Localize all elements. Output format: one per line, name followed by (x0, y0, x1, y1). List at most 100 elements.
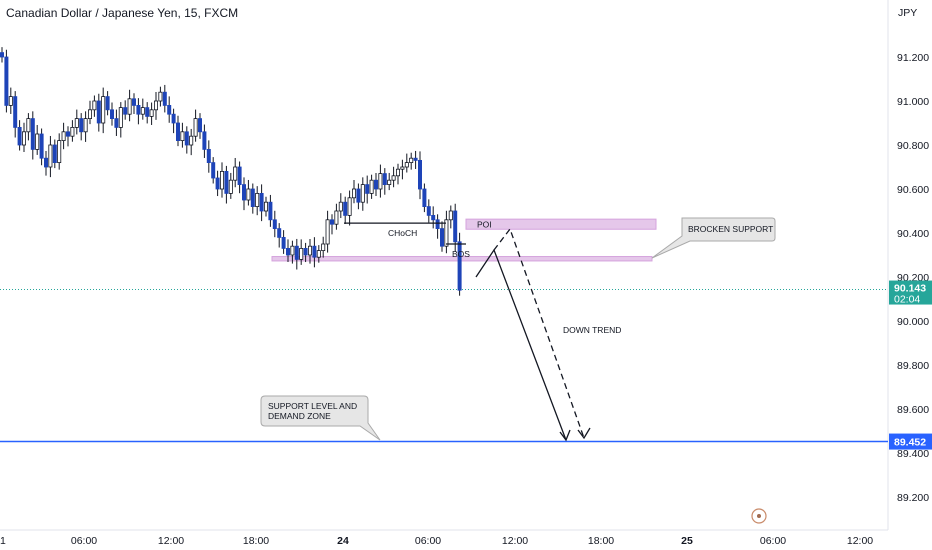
time-tick-label: 24 (337, 535, 349, 547)
candle-body (351, 188, 356, 199)
candle (400, 159, 405, 180)
last-price-countdown: 02:04 (894, 294, 920, 306)
candle (180, 122, 185, 148)
candle-body (356, 188, 361, 203)
candle-body (453, 210, 458, 243)
currency-label: JPY (898, 7, 917, 19)
candle (193, 109, 198, 142)
candle-body (329, 219, 334, 225)
candle-body (202, 131, 207, 150)
candle-body (140, 107, 145, 115)
candle-body (312, 245, 317, 258)
candle (307, 238, 312, 264)
candle (351, 179, 356, 204)
time-tick-label: 06:00 (760, 535, 786, 547)
candle (167, 96, 172, 123)
candle (13, 91, 18, 138)
candle (259, 184, 264, 222)
candle (118, 102, 123, 138)
candle-body (35, 133, 40, 150)
candle-body (285, 247, 290, 256)
candle (224, 165, 229, 204)
candle-body (61, 131, 66, 142)
candle-body (422, 188, 427, 208)
candle (184, 126, 189, 154)
candle-body (400, 166, 405, 170)
support-label-line1: SUPPORT LEVEL AND (268, 401, 357, 411)
candle-body (224, 170, 229, 194)
candle-body (263, 201, 268, 212)
candle-body (431, 214, 436, 221)
last-price-badge (889, 280, 932, 305)
candle (149, 102, 154, 125)
zones (0, 218, 888, 443)
candle (35, 124, 40, 155)
time-tick-label: 12:00 (158, 535, 184, 547)
choch-label: CHoCH (388, 228, 417, 238)
broken-support-callout (651, 217, 776, 259)
candle-body (48, 144, 53, 168)
candle (422, 183, 427, 213)
candle (369, 174, 374, 199)
candle (110, 102, 115, 126)
time-axis[interactable]: 1 06:00 12:00 18:00 24 06:00 12:00 18:00 25 06:00… (0, 535, 873, 547)
candle (83, 111, 88, 142)
candle (343, 196, 348, 224)
candle-body (127, 98, 132, 115)
down-trend-label: DOWN TREND (563, 325, 621, 335)
candle (448, 205, 453, 229)
candle-body (26, 118, 31, 133)
price-tick-label: 89.200 (897, 492, 929, 504)
candle (153, 91, 158, 120)
support-callout (260, 395, 381, 441)
candle-body (44, 157, 49, 168)
candle (92, 95, 97, 117)
candle (387, 172, 392, 191)
candle-body (149, 109, 154, 117)
candle (334, 203, 339, 230)
candle-body (237, 166, 242, 186)
candle (123, 100, 128, 120)
candle-body (387, 179, 392, 185)
candle (21, 122, 26, 153)
candle-body (57, 140, 62, 164)
time-tick-label: 12:00 (847, 535, 873, 547)
candle-body (219, 170, 224, 190)
candle (312, 237, 317, 268)
candle-body (382, 173, 387, 186)
candle-body (123, 107, 128, 115)
candle-body (180, 131, 185, 142)
candle (360, 177, 365, 211)
candle (356, 183, 361, 210)
candle-body (184, 131, 189, 146)
candle (382, 168, 387, 195)
candle-body (435, 219, 440, 230)
candle-body (171, 113, 176, 124)
candle-body (21, 131, 26, 146)
candle (4, 49, 9, 113)
candle (338, 193, 343, 219)
candle-body (417, 159, 422, 190)
candle-body (114, 118, 119, 128)
candle-body (404, 162, 409, 168)
projection-dashed (493, 227, 585, 439)
candle (202, 124, 207, 158)
candle-body (343, 201, 348, 216)
candle (162, 84, 167, 113)
candle (140, 98, 145, 120)
candle-body (88, 109, 93, 120)
time-tick-label: 06:00 (415, 535, 441, 547)
candle (158, 86, 163, 107)
candle-body (316, 250, 321, 258)
candle-body (250, 188, 255, 208)
candle (285, 239, 290, 263)
candle (316, 245, 321, 263)
time-tick-label: 25 (681, 535, 693, 547)
price-axis[interactable]: 91.20091.00090.80090.60090.40090.20090.0… (889, 7, 932, 504)
candle (409, 152, 414, 170)
candle-body (448, 210, 453, 221)
candle-body (158, 91, 163, 102)
support-label-line2: DEMAND ZONE (268, 411, 331, 421)
candle-body (13, 96, 18, 128)
